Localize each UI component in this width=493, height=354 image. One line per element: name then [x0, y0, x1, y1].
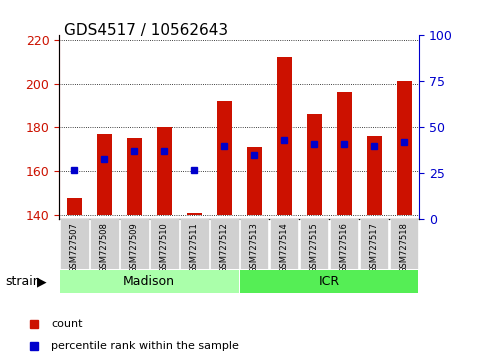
FancyBboxPatch shape — [360, 219, 388, 269]
Bar — [277, 57, 291, 215]
FancyBboxPatch shape — [150, 219, 178, 269]
Text: GSM727512: GSM727512 — [219, 222, 229, 273]
Text: count: count — [51, 319, 83, 329]
FancyBboxPatch shape — [240, 219, 269, 269]
Text: GSM727509: GSM727509 — [130, 222, 139, 273]
Text: GSM727515: GSM727515 — [310, 222, 318, 273]
Bar — [307, 114, 321, 215]
Text: GSM727511: GSM727511 — [190, 222, 199, 273]
Bar — [187, 213, 202, 215]
FancyBboxPatch shape — [270, 219, 298, 269]
FancyBboxPatch shape — [389, 219, 419, 269]
FancyBboxPatch shape — [240, 270, 419, 292]
FancyBboxPatch shape — [300, 219, 328, 269]
FancyBboxPatch shape — [90, 219, 118, 269]
Text: GSM727517: GSM727517 — [370, 222, 379, 273]
Text: strain: strain — [5, 275, 40, 288]
Text: GSM727510: GSM727510 — [160, 222, 169, 273]
Bar — [216, 101, 232, 215]
Text: GSM727516: GSM727516 — [340, 222, 349, 273]
Text: GDS4517 / 10562643: GDS4517 / 10562643 — [64, 23, 228, 38]
Bar — [97, 134, 111, 215]
FancyBboxPatch shape — [60, 270, 239, 292]
Bar — [367, 136, 382, 215]
FancyBboxPatch shape — [210, 219, 239, 269]
FancyBboxPatch shape — [120, 219, 148, 269]
Bar — [396, 81, 412, 215]
Bar — [127, 138, 141, 215]
FancyBboxPatch shape — [60, 219, 89, 269]
Text: ▶: ▶ — [37, 275, 47, 288]
FancyBboxPatch shape — [330, 219, 358, 269]
FancyBboxPatch shape — [180, 219, 209, 269]
Text: GSM727513: GSM727513 — [249, 222, 259, 273]
Text: percentile rank within the sample: percentile rank within the sample — [51, 341, 239, 350]
Text: GSM727507: GSM727507 — [70, 222, 79, 273]
Text: GSM727518: GSM727518 — [399, 222, 409, 273]
Bar — [157, 127, 172, 215]
Text: ICR: ICR — [318, 275, 340, 288]
Bar — [337, 92, 352, 215]
Bar — [67, 198, 82, 215]
Text: GSM727514: GSM727514 — [280, 222, 288, 273]
Text: GSM727508: GSM727508 — [100, 222, 108, 273]
Bar — [246, 147, 262, 215]
Text: Madison: Madison — [123, 275, 175, 288]
